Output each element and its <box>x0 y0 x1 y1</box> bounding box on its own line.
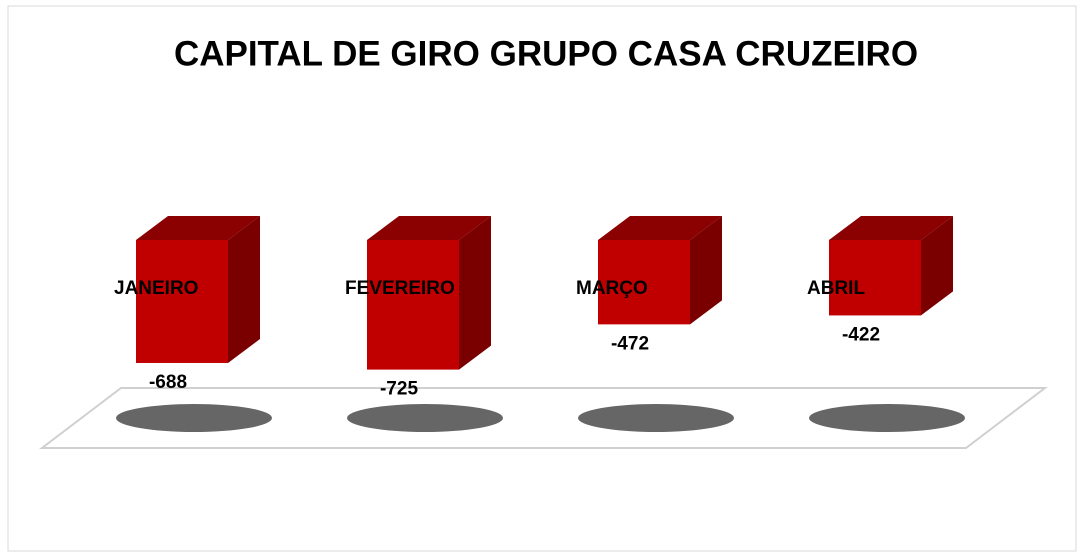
value-label: -422 <box>842 324 880 345</box>
bar-front <box>829 240 921 316</box>
bar-front <box>367 240 459 370</box>
bar-top <box>367 216 491 240</box>
chart-title: CAPITAL DE GIRO GRUPO CASA CRUZEIRO <box>174 34 918 73</box>
bar-top <box>598 216 722 240</box>
value-label: -688 <box>149 372 187 393</box>
bar <box>598 216 722 325</box>
category-label: MARÇO <box>576 278 648 299</box>
value-label: -472 <box>611 333 649 354</box>
value-label: -725 <box>380 379 418 400</box>
bar-shadow <box>347 404 503 432</box>
bar-top <box>829 216 953 240</box>
bar <box>367 216 491 370</box>
bar-shadow <box>578 404 734 432</box>
bar <box>136 216 260 363</box>
floor <box>39 387 1048 449</box>
bar-front <box>136 240 228 363</box>
category-label: JANEIRO <box>114 278 198 299</box>
bar-shadow <box>809 404 965 432</box>
bar-side <box>921 216 953 316</box>
bar-front <box>598 240 690 325</box>
bar-side <box>459 216 491 370</box>
bar-side <box>690 216 722 325</box>
bar-shadow <box>116 404 272 432</box>
bar-side <box>228 216 260 363</box>
category-label: ABRIL <box>807 278 865 299</box>
bar-top <box>136 216 260 240</box>
category-label: FEVEREIRO <box>345 278 455 299</box>
bar <box>829 216 953 316</box>
